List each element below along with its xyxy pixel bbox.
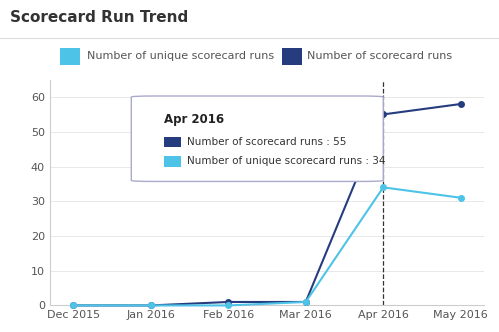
Text: Apr 2016: Apr 2016 bbox=[164, 113, 224, 126]
Bar bbox=[164, 137, 181, 147]
Text: Number of unique scorecard runs : 34: Number of unique scorecard runs : 34 bbox=[187, 156, 386, 166]
Text: Number of scorecard runs : 55: Number of scorecard runs : 55 bbox=[187, 137, 346, 147]
FancyBboxPatch shape bbox=[131, 96, 383, 182]
Text: Number of unique scorecard runs: Number of unique scorecard runs bbox=[87, 51, 274, 61]
Bar bbox=[60, 48, 80, 65]
Bar bbox=[164, 156, 181, 167]
Text: Scorecard Run Trend: Scorecard Run Trend bbox=[10, 10, 188, 25]
Text: Number of scorecard runs: Number of scorecard runs bbox=[307, 51, 452, 61]
Bar bbox=[282, 48, 302, 65]
